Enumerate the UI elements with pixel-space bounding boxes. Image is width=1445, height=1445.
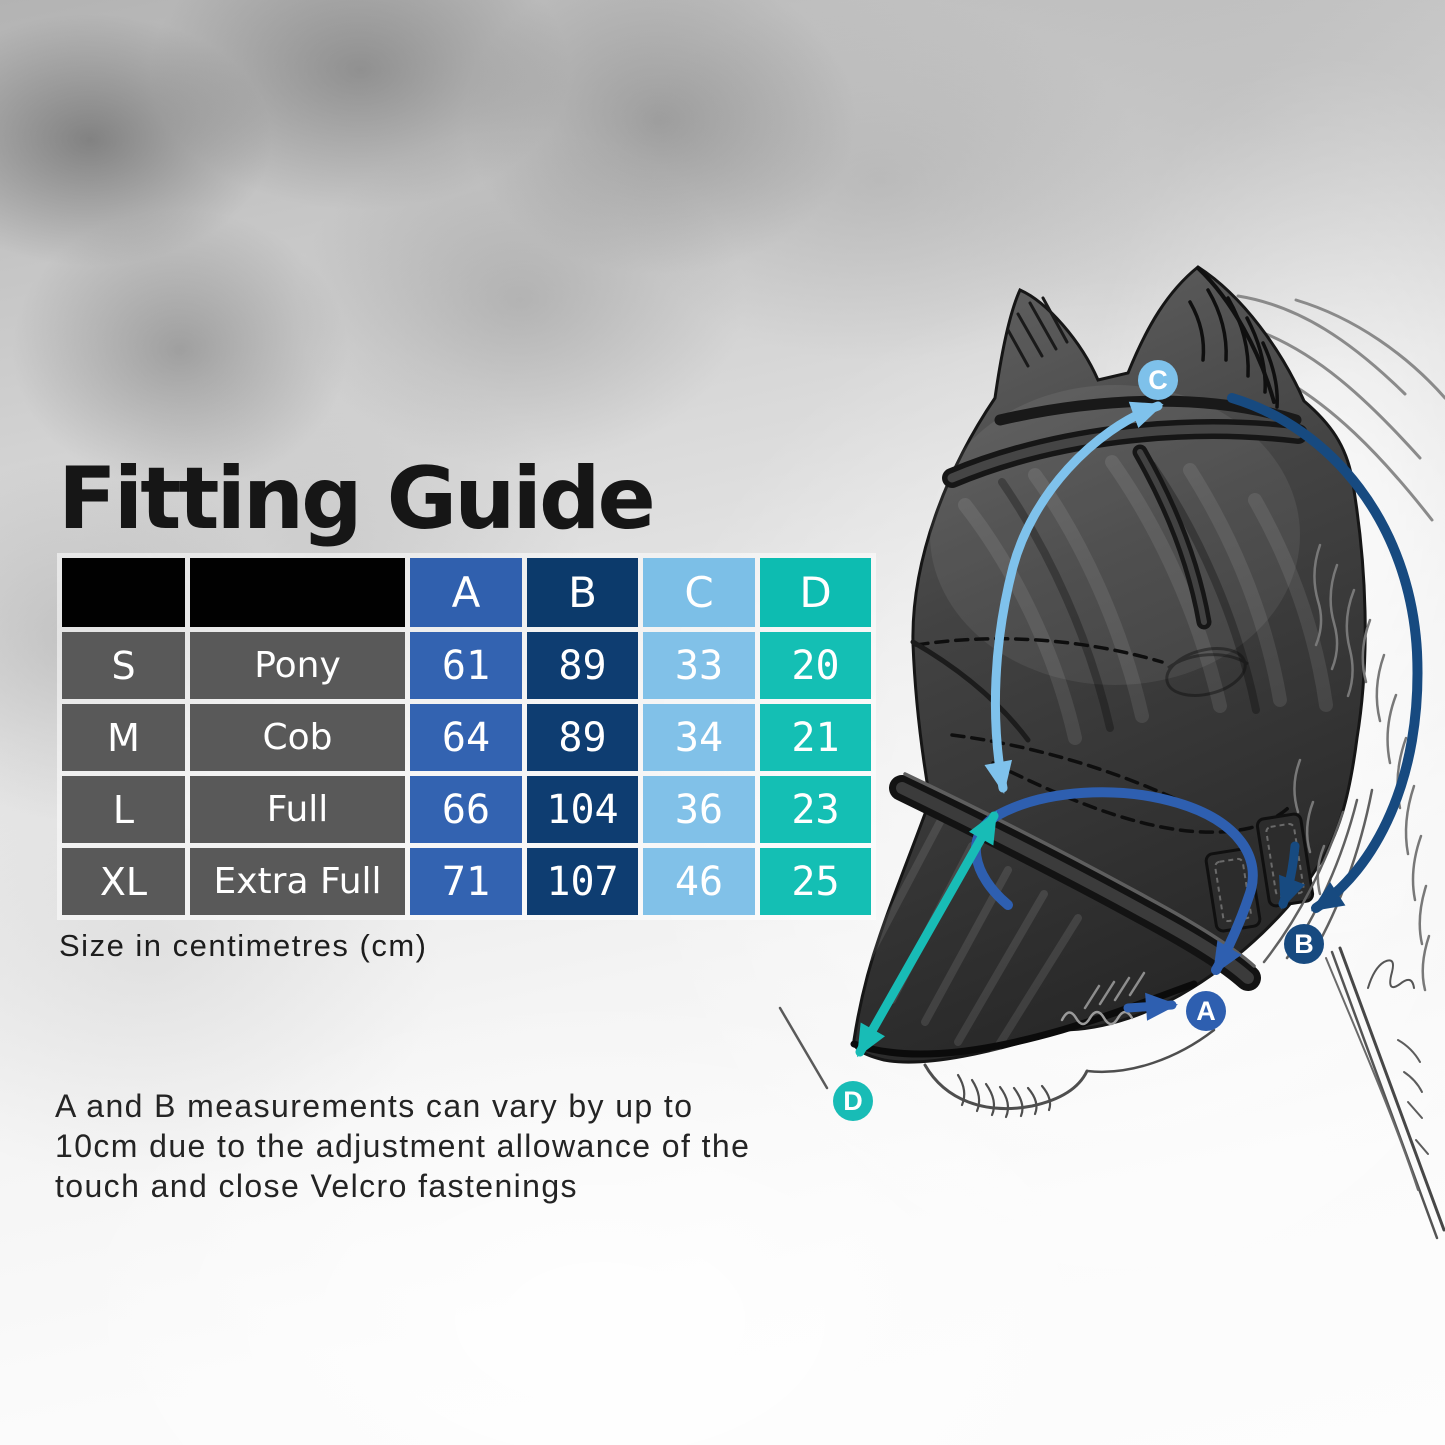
measure-d-arrow — [855, 810, 999, 1058]
table-row: XL Extra Full 71 107 46 25 — [62, 848, 871, 915]
row-1-d: 21 — [760, 704, 871, 771]
footnote-line: touch and close Velcro fastenings — [55, 1168, 578, 1204]
measure-label-a: A — [1186, 991, 1226, 1031]
measurement-arrows — [855, 393, 1423, 1058]
header-name-blank — [190, 558, 405, 627]
row-2-name: Full — [190, 776, 405, 843]
header-measure-c: C — [643, 558, 755, 627]
header-measure-d: D — [760, 558, 871, 627]
row-3-size: XL — [62, 848, 185, 915]
table-row: L Full 66 104 36 23 — [62, 776, 871, 843]
row-2-d: 23 — [760, 776, 871, 843]
row-0-a: 61 — [410, 632, 522, 699]
footnote-line: 10cm due to the adjustment allowance of … — [55, 1128, 751, 1164]
footnote-line: A and B measurements can vary by up to — [55, 1088, 694, 1124]
row-1-size: M — [62, 704, 185, 771]
row-0-name: Pony — [190, 632, 405, 699]
size-table: A B C D S Pony 61 89 33 20 M Cob 64 89 3… — [57, 553, 876, 920]
table-row: S Pony 61 89 33 20 — [62, 632, 871, 699]
row-2-size: L — [62, 776, 185, 843]
row-3-name: Extra Full — [190, 848, 405, 915]
horse-illustration — [778, 265, 1445, 1240]
row-2-c: 36 — [643, 776, 755, 843]
footnote: A and B measurements can vary by up to 1… — [55, 1086, 750, 1206]
row-0-size: S — [62, 632, 185, 699]
measure-b-end — [1278, 841, 1306, 910]
row-3-b: 107 — [527, 848, 638, 915]
ear-hatching — [1006, 266, 1279, 409]
measure-label-b: B — [1284, 924, 1324, 964]
measure-c-arrow — [984, 401, 1164, 794]
row-2-a: 66 — [410, 776, 522, 843]
row-0-b: 89 — [527, 632, 638, 699]
forelock-strokes — [1236, 294, 1445, 522]
eye-hint — [1165, 647, 1249, 697]
unit-note: Size in centimetres (cm) — [59, 928, 428, 963]
measure-label-c: C — [1138, 360, 1178, 400]
row-3-a: 71 — [410, 848, 522, 915]
table-header-row: A B C D — [62, 558, 871, 627]
row-1-c: 34 — [643, 704, 755, 771]
header-measure-a: A — [410, 558, 522, 627]
row-3-c: 46 — [643, 848, 755, 915]
row-3-d: 25 — [760, 848, 871, 915]
row-1-b: 89 — [527, 704, 638, 771]
row-1-name: Cob — [190, 704, 405, 771]
row-1-a: 64 — [410, 704, 522, 771]
measure-b-arrow — [1227, 393, 1423, 913]
row-0-d: 20 — [760, 632, 871, 699]
rope-lines — [1325, 946, 1445, 1240]
header-measure-b: B — [527, 558, 638, 627]
muzzle-sketch — [778, 971, 1216, 1119]
measure-label-d: D — [833, 1081, 873, 1121]
row-0-c: 33 — [643, 632, 755, 699]
header-size-blank — [62, 558, 185, 627]
row-2-b: 104 — [527, 776, 638, 843]
measure-a-pointer — [1123, 992, 1178, 1021]
page-title: Fitting Guide — [58, 448, 656, 549]
table-row: M Cob 64 89 34 21 — [62, 704, 871, 771]
